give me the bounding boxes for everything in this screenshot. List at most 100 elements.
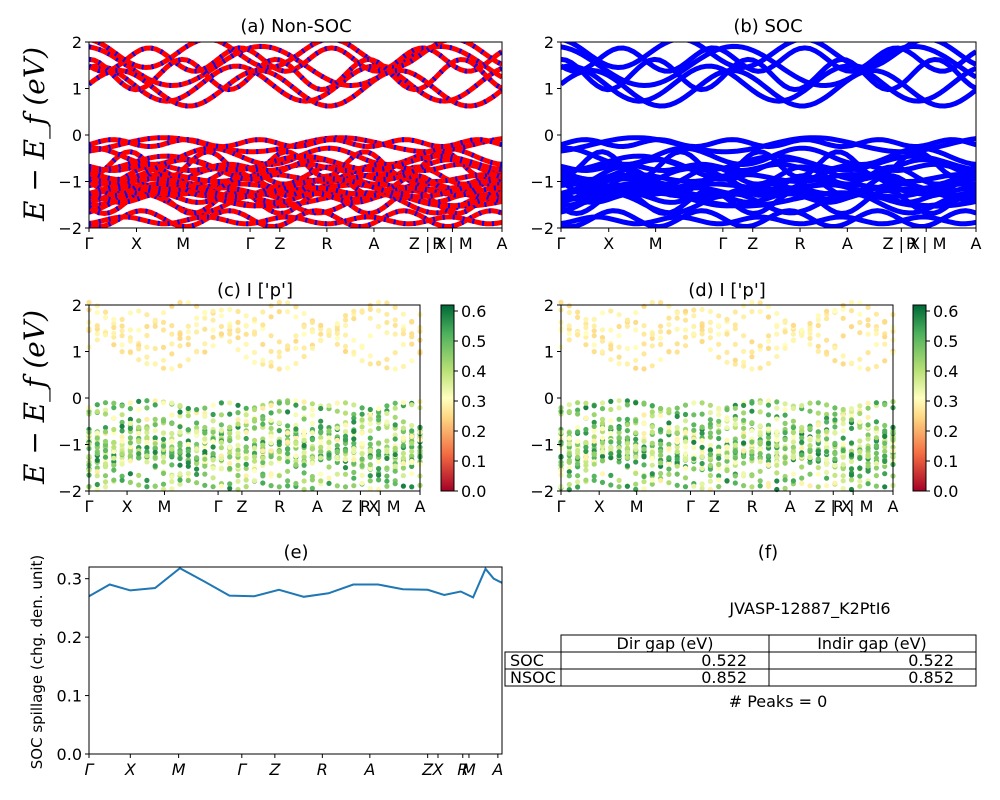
panel-c-point — [152, 441, 158, 447]
panel-c-point — [243, 484, 249, 490]
panel-c-point — [318, 418, 324, 424]
panel-c-point — [227, 450, 233, 456]
panel-c-point — [127, 400, 133, 406]
panel-c-point — [111, 448, 117, 454]
panel-e-ytick: 0.1 — [57, 687, 82, 706]
panel-d-point — [666, 425, 672, 431]
panel-c-point — [359, 345, 365, 351]
panel-c-point — [243, 405, 249, 411]
panel-d-point — [624, 445, 631, 451]
panel-d-point — [732, 416, 738, 422]
panel-a-band-alt — [89, 181, 502, 209]
panel-c-point — [285, 468, 291, 474]
panel-d-point — [865, 432, 871, 438]
panel-d-point — [857, 419, 863, 425]
panel-c-point — [210, 334, 216, 340]
panel-c-point — [235, 434, 241, 440]
panel-c-point — [127, 440, 133, 446]
panel-d-point — [658, 441, 664, 447]
panel-d-point — [575, 314, 581, 320]
panel-c-point — [111, 415, 117, 421]
panel-d-point — [774, 353, 780, 360]
panel-d-point — [599, 449, 606, 455]
panel-d-point — [682, 343, 689, 349]
panel-d-point — [824, 483, 830, 489]
colorbar-d-tick: 0.4 — [933, 362, 958, 381]
panel-d-point — [765, 360, 772, 367]
panel-d-point — [815, 348, 821, 354]
panel-d-point — [682, 317, 689, 323]
panel-d-point — [782, 430, 788, 436]
panel-c-point — [392, 445, 398, 451]
panel-d-point — [865, 422, 871, 428]
panel-c-point — [400, 341, 406, 348]
panel-d-point — [616, 449, 622, 455]
panel-d-point — [641, 303, 647, 309]
panel-d-xtick: X — [594, 497, 605, 516]
panel-c-point — [409, 453, 415, 459]
panel-e-xtick: A — [491, 760, 503, 779]
panel-c-point — [326, 452, 332, 458]
panel-d-point — [599, 471, 606, 477]
panel-c-point — [111, 439, 117, 445]
panel-c-point — [94, 469, 100, 475]
panel-d-point — [707, 478, 714, 484]
panel-d-point — [691, 466, 697, 472]
panel-c-point — [243, 465, 249, 471]
panel-c-point — [301, 449, 307, 456]
panel-d-point — [873, 450, 880, 456]
panel-c-point — [127, 310, 133, 316]
panel-d-point — [707, 421, 714, 427]
panel-b-band — [561, 173, 976, 199]
panel-d-point — [666, 455, 672, 461]
panel-d-point — [724, 349, 730, 355]
panel-d-point — [682, 444, 689, 450]
panel-d-point — [857, 365, 863, 371]
panel-d-point — [682, 308, 689, 314]
panel-b-xtick: R — [794, 234, 805, 253]
panel-c-point — [285, 400, 291, 406]
panel-c-point — [185, 448, 191, 454]
panel-d-point — [716, 444, 722, 450]
panel-b-ytick: 1 — [544, 80, 554, 99]
panel-c-point — [359, 456, 365, 462]
panel-c-point — [334, 400, 340, 406]
panel-c-point — [185, 323, 191, 329]
panel-d-point — [633, 365, 639, 371]
panel-d-point — [848, 360, 855, 366]
panel-d-point — [666, 429, 672, 435]
panel-c-point — [384, 311, 390, 317]
panel-c-point — [169, 473, 175, 480]
panel-c-point — [210, 465, 216, 471]
panel-c-point — [285, 409, 291, 415]
panel-d-point — [848, 425, 855, 431]
panel-c-point — [210, 451, 216, 457]
panel-d-point — [873, 419, 880, 425]
panel-d-point — [774, 345, 780, 351]
panel-d-point — [599, 335, 606, 341]
panel-e-ytick: 0.3 — [57, 570, 82, 589]
panel-c-point — [169, 400, 175, 406]
panel-c-point — [309, 412, 315, 418]
panel-c-point — [111, 316, 117, 323]
panel-c-point — [392, 366, 398, 372]
panel-d-point — [882, 444, 888, 450]
panel-c-point — [309, 420, 315, 426]
panel-c-point — [367, 353, 373, 359]
panel-d-point — [832, 358, 838, 364]
panel-c-point — [210, 444, 216, 450]
panel-d-point — [741, 417, 747, 423]
panel-d-point — [840, 353, 846, 359]
panel-c-point — [367, 435, 373, 441]
panel-c-point — [392, 304, 398, 310]
panel-d-point — [741, 359, 747, 365]
panel-d-point — [666, 329, 672, 335]
panel-c-point — [367, 473, 373, 479]
panel-c-point — [127, 453, 133, 460]
panel-b-xtick: Γ — [718, 234, 727, 253]
panel-c-point — [102, 447, 109, 454]
col-header-indir: Indir gap (eV) — [817, 634, 927, 653]
panel-c-point — [384, 473, 390, 479]
panel-d-point — [824, 337, 830, 343]
panel-c-point — [384, 300, 390, 306]
